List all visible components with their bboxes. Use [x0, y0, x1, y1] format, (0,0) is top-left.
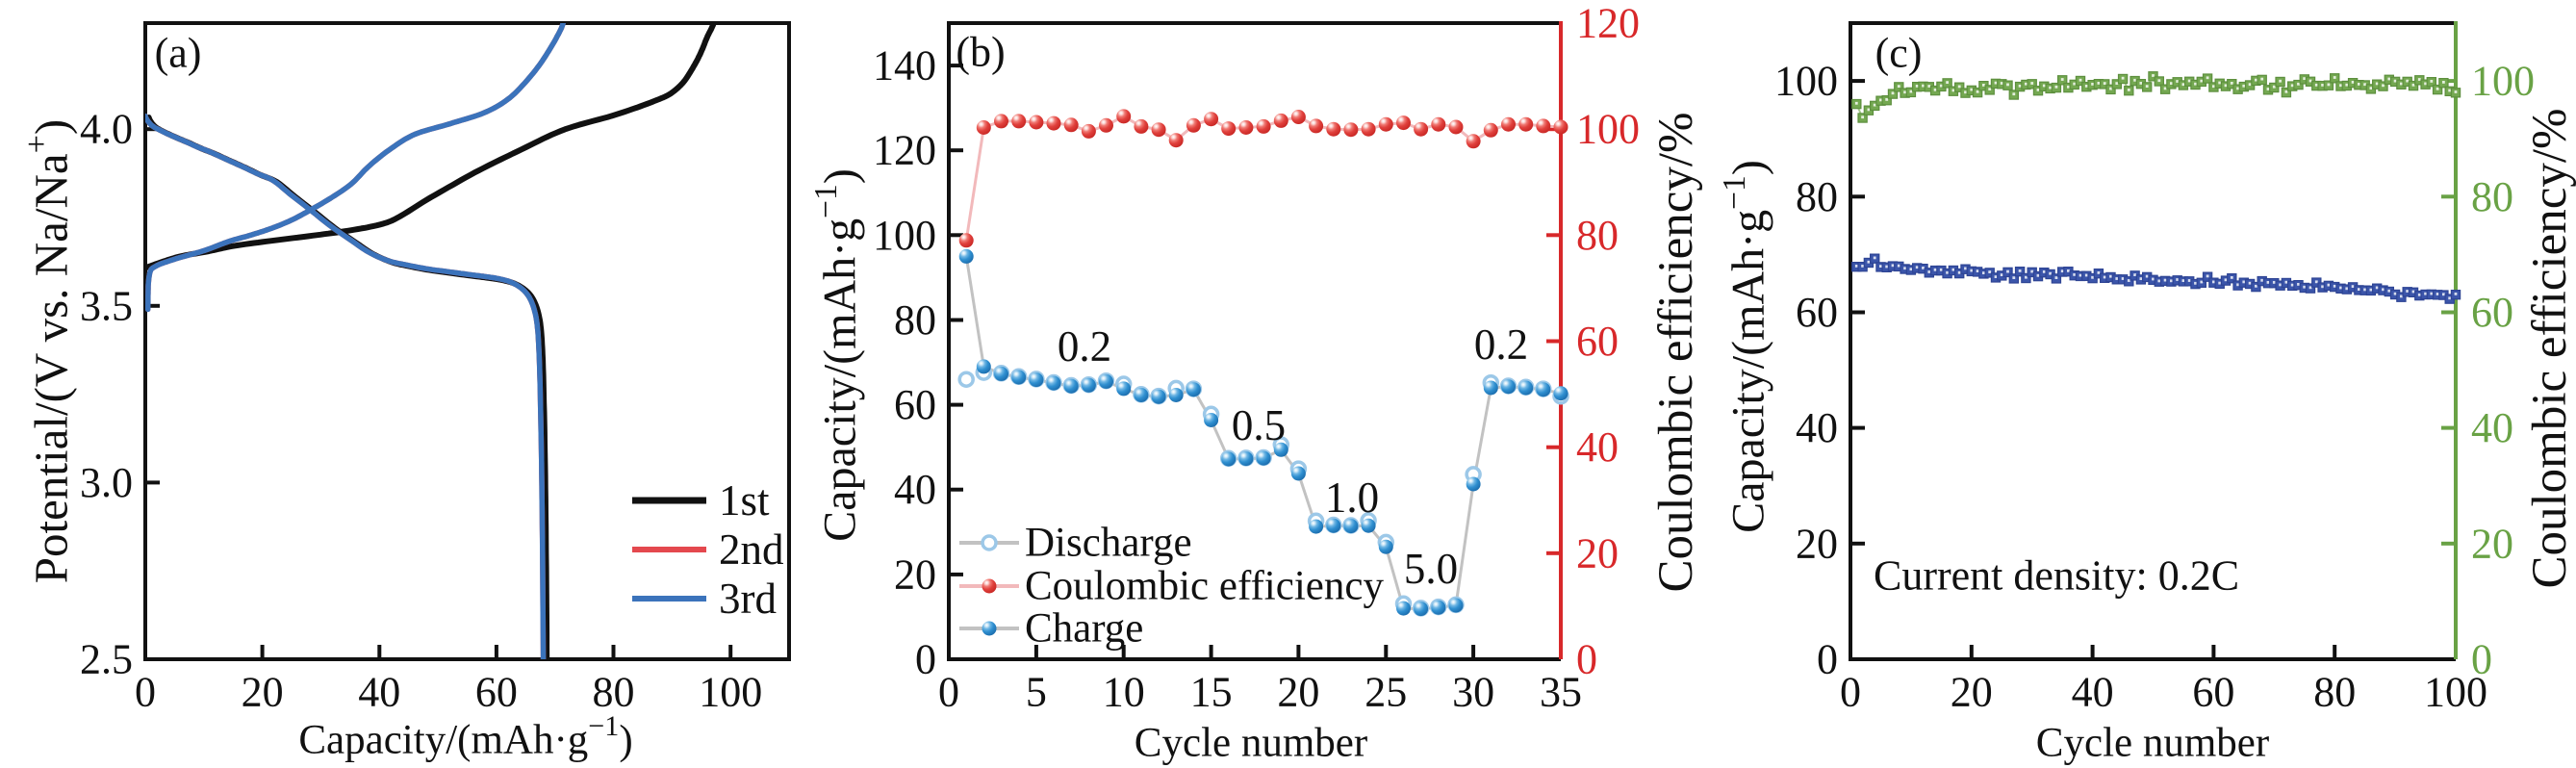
svg-text:Coulombic efficiency/%: Coulombic efficiency/% [2523, 109, 2576, 589]
svg-text:140: 140 [873, 42, 936, 90]
svg-text:5.0: 5.0 [1404, 545, 1458, 593]
svg-text:80: 80 [2313, 669, 2356, 716]
svg-text:3.0: 3.0 [80, 459, 133, 506]
svg-text:Capacity/(mAh·g−1): Capacity/(mAh·g−1) [298, 709, 632, 763]
svg-text:80: 80 [1576, 212, 1619, 259]
svg-text:60: 60 [894, 381, 936, 428]
svg-text:80: 80 [2471, 173, 2513, 220]
svg-text:100: 100 [1774, 58, 1838, 105]
svg-text:0: 0 [938, 669, 959, 716]
svg-text:20: 20 [894, 550, 936, 598]
svg-text:100: 100 [2424, 669, 2487, 716]
svg-text:80: 80 [894, 296, 936, 344]
svg-text:20: 20 [1277, 669, 1319, 716]
svg-text:20: 20 [2471, 520, 2513, 567]
svg-text:40: 40 [894, 466, 936, 513]
svg-text:Charge: Charge [1025, 606, 1143, 652]
svg-text:10: 10 [1103, 669, 1145, 716]
svg-text:100: 100 [2471, 58, 2535, 105]
svg-text:3rd: 3rd [719, 575, 777, 623]
svg-text:2nd: 2nd [719, 525, 784, 574]
svg-text:Current density: 0.2C: Current density: 0.2C [1874, 552, 2239, 600]
svg-text:25: 25 [1365, 669, 1407, 716]
svg-text:0: 0 [135, 669, 156, 716]
svg-text:1st: 1st [719, 476, 770, 525]
svg-text:2.5: 2.5 [80, 636, 133, 683]
svg-text:0.2: 0.2 [1058, 322, 1111, 371]
svg-text:40: 40 [2471, 404, 2513, 451]
svg-text:1.0: 1.0 [1325, 474, 1379, 522]
svg-text:4.0: 4.0 [80, 106, 133, 153]
svg-text:0: 0 [915, 636, 936, 683]
svg-text:Coulombic efficiency: Coulombic efficiency [1025, 564, 1384, 609]
svg-text:Discharge: Discharge [1025, 521, 1192, 566]
svg-text:120: 120 [1576, 0, 1640, 47]
svg-text:40: 40 [2072, 669, 2114, 716]
svg-text:20: 20 [1951, 669, 1993, 716]
svg-text:Capacity/(mAh·g−1): Capacity/(mAh·g−1) [808, 168, 866, 542]
svg-text:60: 60 [2192, 669, 2234, 716]
svg-text:120: 120 [873, 127, 936, 174]
svg-text:80: 80 [593, 669, 635, 716]
svg-text:3.5: 3.5 [80, 282, 133, 329]
svg-text:35: 35 [1540, 669, 1582, 716]
svg-text:Potential/(V vs. Na/Na+): Potential/(V vs. Na/Na+) [18, 119, 78, 584]
svg-text:100: 100 [873, 212, 936, 259]
svg-text:0: 0 [1576, 636, 1597, 683]
svg-text:Capacity/(mAh·g−1): Capacity/(mAh·g−1) [1717, 160, 1774, 533]
svg-text:Cycle number: Cycle number [1135, 721, 1367, 766]
svg-text:5: 5 [1026, 669, 1047, 716]
svg-text:0: 0 [1817, 636, 1838, 683]
svg-text:60: 60 [1796, 289, 1838, 336]
svg-text:60: 60 [2471, 289, 2513, 336]
svg-text:100: 100 [699, 669, 762, 716]
svg-text:(b): (b) [956, 29, 1005, 76]
svg-text:20: 20 [1796, 520, 1838, 567]
svg-text:0.2: 0.2 [1474, 320, 1528, 369]
svg-text:(a): (a) [155, 30, 202, 77]
svg-text:Cycle number: Cycle number [2036, 721, 2269, 766]
svg-text:0: 0 [1840, 669, 1861, 716]
svg-text:15: 15 [1190, 669, 1233, 716]
svg-text:20: 20 [1576, 529, 1619, 576]
svg-text:40: 40 [358, 669, 400, 716]
svg-text:0.5: 0.5 [1232, 401, 1286, 449]
svg-text:60: 60 [1576, 318, 1619, 365]
svg-text:Coulombic efficiency/%: Coulombic efficiency/% [1649, 113, 1703, 593]
svg-text:60: 60 [475, 669, 518, 716]
svg-text:100: 100 [1576, 106, 1640, 153]
svg-text:20: 20 [242, 669, 284, 716]
svg-text:40: 40 [1796, 404, 1838, 451]
svg-text:40: 40 [1576, 423, 1619, 471]
svg-text:(c): (c) [1875, 30, 1923, 77]
svg-text:80: 80 [1796, 173, 1838, 220]
svg-text:30: 30 [1452, 669, 1494, 716]
svg-text:0: 0 [2471, 636, 2492, 683]
